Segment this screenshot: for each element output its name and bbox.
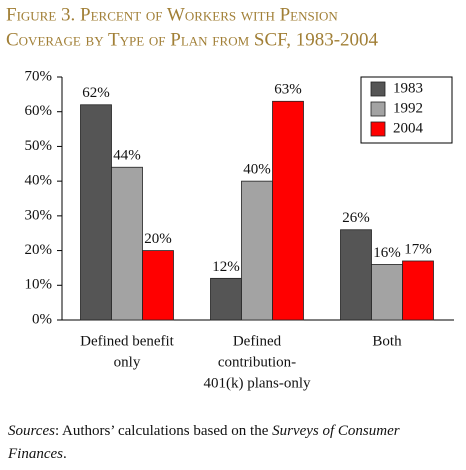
value-label: 20% — [144, 231, 172, 247]
legend-label: 2004 — [393, 120, 424, 136]
y-tick-label: 40% — [25, 173, 53, 189]
value-label: 16% — [373, 245, 401, 261]
source-text: . — [62, 446, 67, 462]
legend-label: 1983 — [393, 80, 423, 96]
legend-label: 1992 — [393, 100, 423, 116]
bar — [371, 264, 403, 321]
bar — [241, 180, 273, 321]
chart-title: Coverage by Type of Plan from SCF, 1983-… — [6, 29, 379, 50]
y-tick-label: 10% — [25, 277, 53, 293]
x-tick-label: Defined benefit — [80, 333, 175, 349]
source-title: Surveys of Consumer Finances — [8, 423, 400, 462]
y-tick-label: 50% — [25, 138, 53, 154]
bar — [111, 166, 143, 321]
source-label: Sources — [8, 423, 55, 439]
value-label: 62% — [82, 85, 110, 101]
source-note: Sources: Authors’ calculations based on … — [8, 420, 458, 466]
y-tick-label: 60% — [25, 103, 53, 119]
chart-title: Figure 3. Percent of Workers with Pensio… — [6, 4, 338, 25]
x-tick-label: Defined — [233, 333, 282, 349]
value-label: 17% — [404, 241, 432, 257]
y-tick-label: 20% — [25, 242, 53, 258]
y-tick-label: 70% — [25, 68, 53, 84]
bar — [340, 229, 372, 321]
source-text: : Authors’ calculations based on the — [54, 423, 273, 439]
bar — [210, 277, 242, 321]
legend-swatch — [370, 121, 386, 137]
y-tick-label: 0% — [32, 311, 52, 327]
bar — [272, 100, 304, 321]
x-tick-label: Both — [372, 333, 402, 349]
value-label: 44% — [113, 148, 141, 164]
bar — [142, 250, 174, 321]
value-label: 63% — [274, 82, 302, 98]
legend-swatch — [370, 81, 386, 97]
x-tick-label: 401(k) plans-only — [203, 375, 311, 391]
y-tick-label: 30% — [25, 207, 53, 223]
value-label: 40% — [243, 162, 271, 178]
bar — [80, 104, 112, 321]
legend-swatch — [370, 101, 386, 117]
chart: Figure 3. Percent of Workers with Pensio… — [6, 4, 454, 391]
x-tick-label: contribution- — [218, 354, 296, 370]
x-tick-label: only — [114, 354, 141, 370]
value-label: 12% — [212, 259, 240, 275]
value-label: 26% — [342, 210, 370, 226]
bar — [402, 260, 434, 321]
